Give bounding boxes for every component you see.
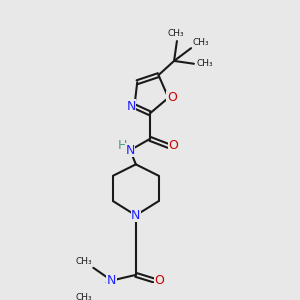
Text: N: N	[107, 274, 116, 287]
Text: CH₃: CH₃	[193, 38, 209, 47]
Text: N: N	[125, 144, 135, 157]
Text: CH₃: CH₃	[197, 59, 213, 68]
Text: N: N	[126, 100, 136, 113]
Text: O: O	[167, 91, 177, 104]
Text: O: O	[154, 274, 164, 287]
Text: CH₃: CH₃	[75, 293, 92, 300]
Text: H: H	[118, 139, 127, 152]
Text: CH₃: CH₃	[75, 256, 92, 266]
Text: O: O	[169, 140, 178, 152]
Text: N: N	[131, 209, 140, 222]
Text: CH₃: CH₃	[167, 29, 184, 38]
